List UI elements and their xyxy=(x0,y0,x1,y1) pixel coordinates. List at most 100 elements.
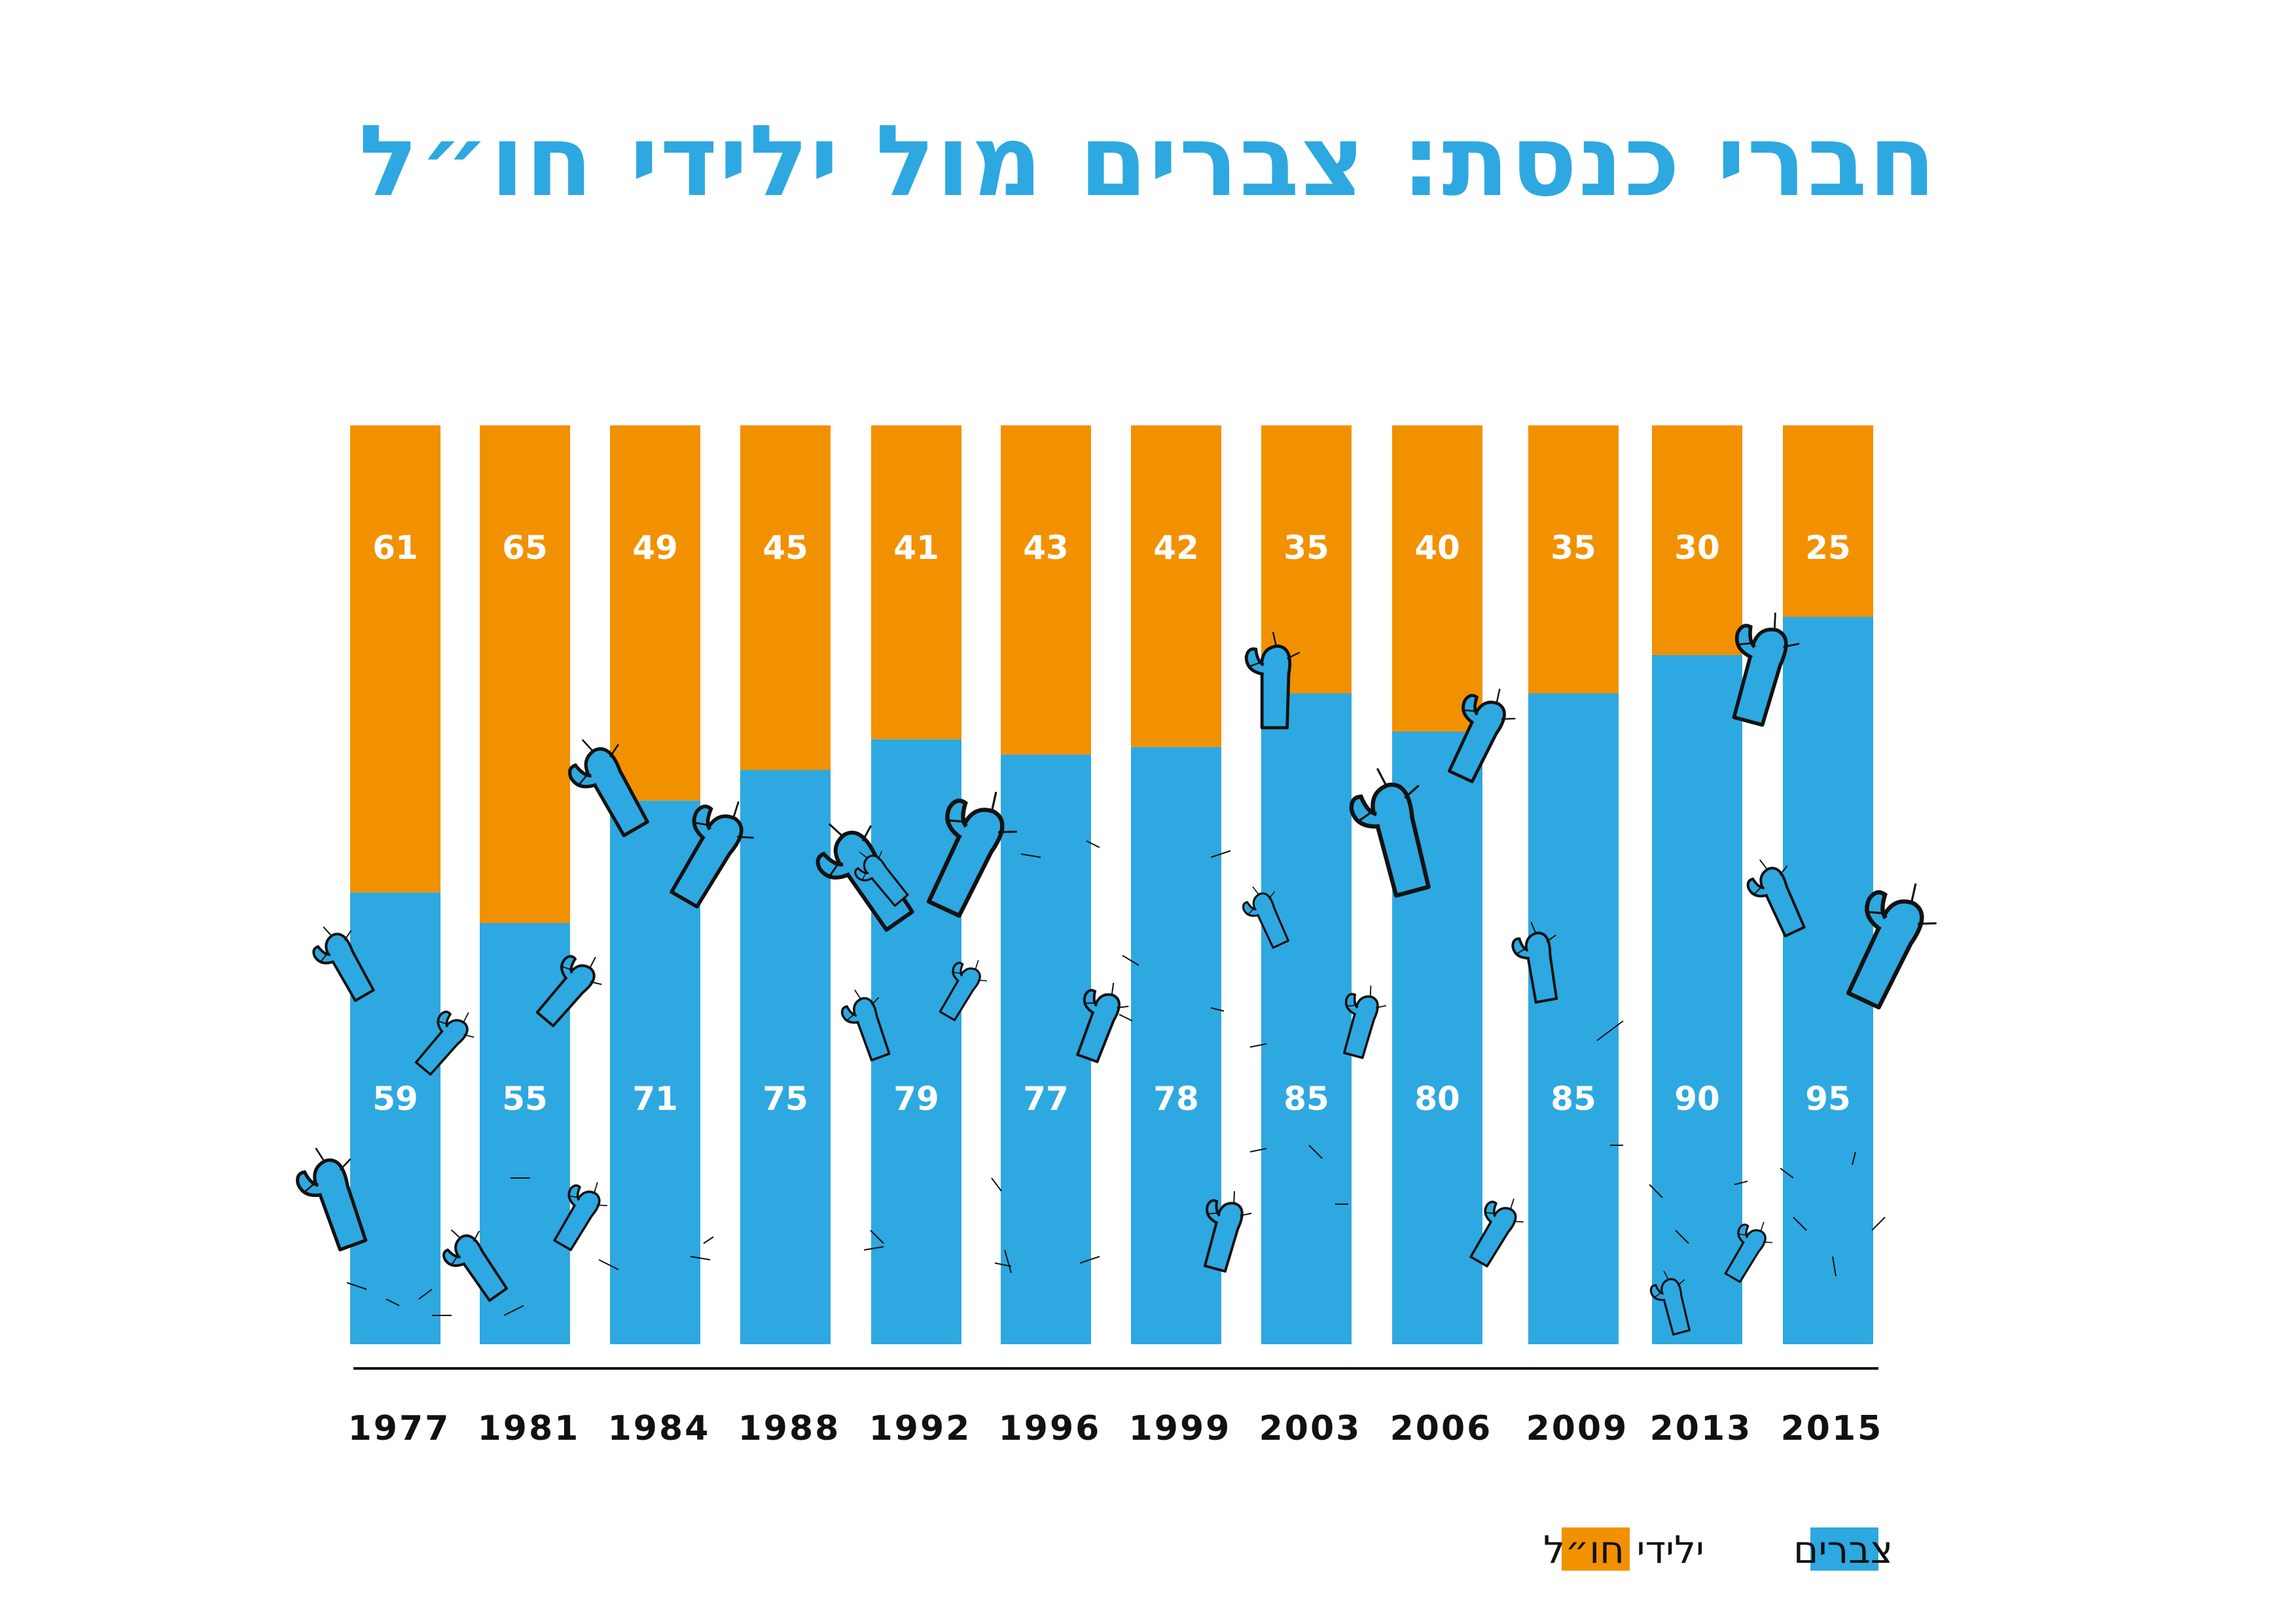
bar-born-abroad-1988 xyxy=(740,425,831,770)
cactus-arm-3 xyxy=(296,1147,368,1252)
data-label-born-abroad-2009: 35 xyxy=(1551,529,1596,567)
cactus-spine-31 xyxy=(1780,1168,1794,1179)
data-label-born-abroad-1996: 43 xyxy=(1023,529,1069,567)
data-label-tsabarim-1981: 55 xyxy=(502,1080,548,1118)
x-tick-1981: 1981 xyxy=(478,1409,581,1448)
cactus-arm-18 xyxy=(1343,986,1387,1060)
data-label-tsabarim-2006: 80 xyxy=(1414,1080,1460,1118)
cactus-arm-1 xyxy=(312,926,375,1002)
cactus-decorations xyxy=(296,613,1937,1336)
cactus-spine-19 xyxy=(1119,1014,1133,1022)
data-label-born-abroad-1977: 61 xyxy=(372,529,418,567)
cactus-arm-8 xyxy=(670,801,754,909)
x-tick-1999: 1999 xyxy=(1129,1409,1232,1448)
bar-tsabarim-2003 xyxy=(1261,693,1352,1344)
data-label-tsabarim-1988: 75 xyxy=(762,1080,808,1118)
cactus-arm-24 xyxy=(1732,613,1800,727)
cactus-arm-12 xyxy=(939,959,988,1022)
bar-born-abroad-1981 xyxy=(480,425,570,923)
bar-born-abroad-1992 xyxy=(871,425,961,740)
cactus-arm-23 xyxy=(1649,1270,1691,1336)
data-label-tsabarim-2009: 85 xyxy=(1551,1080,1596,1118)
cactus-spine-15 xyxy=(1079,1256,1100,1264)
data-label-tsabarim-1977: 59 xyxy=(372,1080,418,1118)
cactus-spine-24 xyxy=(1308,1145,1323,1159)
bar-tsabarim-1977 xyxy=(350,892,440,1344)
data-label-born-abroad-1999: 42 xyxy=(1153,529,1199,567)
bar-tsabarim-2009 xyxy=(1528,693,1619,1344)
bar-born-abroad-1999 xyxy=(1131,425,1221,747)
cactus-arm-4 xyxy=(442,1229,509,1302)
data-label-tsabarim-2003: 85 xyxy=(1283,1080,1329,1118)
bar-tsabarim-1996 xyxy=(1001,755,1091,1344)
cactus-arm-11 xyxy=(840,990,891,1061)
cactus-arm-10 xyxy=(926,791,1017,918)
legend-label-tsabarim: צברים xyxy=(1793,1527,1893,1572)
chart-title: חברי כנסת: צברים מול ילידי חו״ל xyxy=(359,105,1937,219)
x-tick-2015: 2015 xyxy=(1781,1409,1884,1448)
cactus-arm-20 xyxy=(1447,688,1516,783)
cactus-spine-3 xyxy=(418,1289,433,1300)
bar-born-abroad-2006 xyxy=(1392,425,1482,732)
cactus-arm-6 xyxy=(553,1182,607,1251)
bar-born-abroad-2013 xyxy=(1652,425,1742,655)
bar-born-abroad-1984 xyxy=(610,425,700,801)
data-label-born-abroad-2015: 25 xyxy=(1805,529,1851,567)
x-tick-2009: 2009 xyxy=(1526,1409,1629,1448)
data-label-tsabarim-1992: 79 xyxy=(893,1080,939,1118)
cactus-spine-7 xyxy=(598,1259,619,1270)
cactus-spine-18 xyxy=(1122,955,1139,966)
cactus-spine-6 xyxy=(503,1305,524,1316)
data-label-tsabarim-1984: 71 xyxy=(632,1080,678,1118)
data-label-born-abroad-1981: 65 xyxy=(502,529,548,567)
x-tick-2013: 2013 xyxy=(1650,1409,1753,1448)
x-axis-ticks: 1977 1981 1984 1988 1992 1996 1999 2003 2006 2009… xyxy=(348,1409,1884,1448)
cactus-spine-2 xyxy=(386,1298,400,1306)
data-label-born-abroad-2003: 35 xyxy=(1283,529,1329,567)
bar-born-abroad-1977 xyxy=(350,425,440,893)
cactus-arm-13 xyxy=(854,851,909,907)
cactus-arm-27 xyxy=(1724,1221,1773,1283)
cactus-arm-15 xyxy=(1203,1191,1252,1273)
x-tick-1996: 1996 xyxy=(999,1409,1102,1448)
cactus-spine-34 xyxy=(1871,1217,1886,1231)
cactus-spine-29 xyxy=(1675,1230,1689,1244)
cactus-spine-26 xyxy=(1596,1020,1624,1041)
cactus-spine-11 xyxy=(863,1246,884,1251)
cactus-spine-8 xyxy=(690,1256,711,1260)
data-label-born-abroad-2006: 40 xyxy=(1414,529,1460,567)
x-tick-1992: 1992 xyxy=(869,1409,972,1448)
cactus-spine-22 xyxy=(1249,1043,1267,1048)
cactus-spine-17 xyxy=(1086,840,1100,848)
legend-label-born-abroad: ילידי חו״ל xyxy=(1543,1527,1704,1572)
bar-born-abroad-2015 xyxy=(1783,425,1873,617)
cactus-spine-33 xyxy=(1832,1256,1837,1277)
legend-swatch-born-abroad xyxy=(1562,1527,1630,1571)
cactus-arm-26 xyxy=(1846,883,1937,1010)
x-tick-1984: 1984 xyxy=(608,1409,711,1448)
data-label-born-abroad-2013: 30 xyxy=(1674,529,1720,567)
data-label-born-abroad-1988: 45 xyxy=(762,529,808,567)
cactus-spine-13 xyxy=(994,1262,1012,1267)
cactus-arm-7 xyxy=(567,739,649,838)
cactus-spine-35 xyxy=(1852,1151,1856,1166)
data-label-tsabarim-2015: 95 xyxy=(1805,1080,1851,1118)
bars-group: 59 61 55 65 71 49 75 45 79 41 77 43 78 42 85 35 80 40 85 35… xyxy=(350,425,1873,1344)
x-tick-1977: 1977 xyxy=(348,1409,451,1448)
cactus-spine-32 xyxy=(1793,1217,1807,1231)
cactus-spine-30 xyxy=(1734,1181,1748,1185)
cactus-arm-17 xyxy=(1242,886,1289,949)
cactus-arm-16 xyxy=(1244,632,1300,730)
bar-born-abroad-1996 xyxy=(1001,425,1091,755)
cactus-arm-5 xyxy=(535,955,602,1027)
x-tick-1988: 1988 xyxy=(738,1409,841,1448)
data-label-born-abroad-1984: 49 xyxy=(632,529,678,567)
legend-swatch-tsabarim xyxy=(1810,1527,1878,1571)
bar-tsabarim-1999 xyxy=(1131,747,1221,1344)
bar-born-abroad-2009 xyxy=(1528,425,1619,694)
bar-tsabarim-1988 xyxy=(740,770,831,1344)
cactus-arm-14 xyxy=(1076,982,1129,1063)
cactus-arm-21 xyxy=(1511,921,1558,1004)
cactus-arm-22 xyxy=(1469,1198,1524,1268)
